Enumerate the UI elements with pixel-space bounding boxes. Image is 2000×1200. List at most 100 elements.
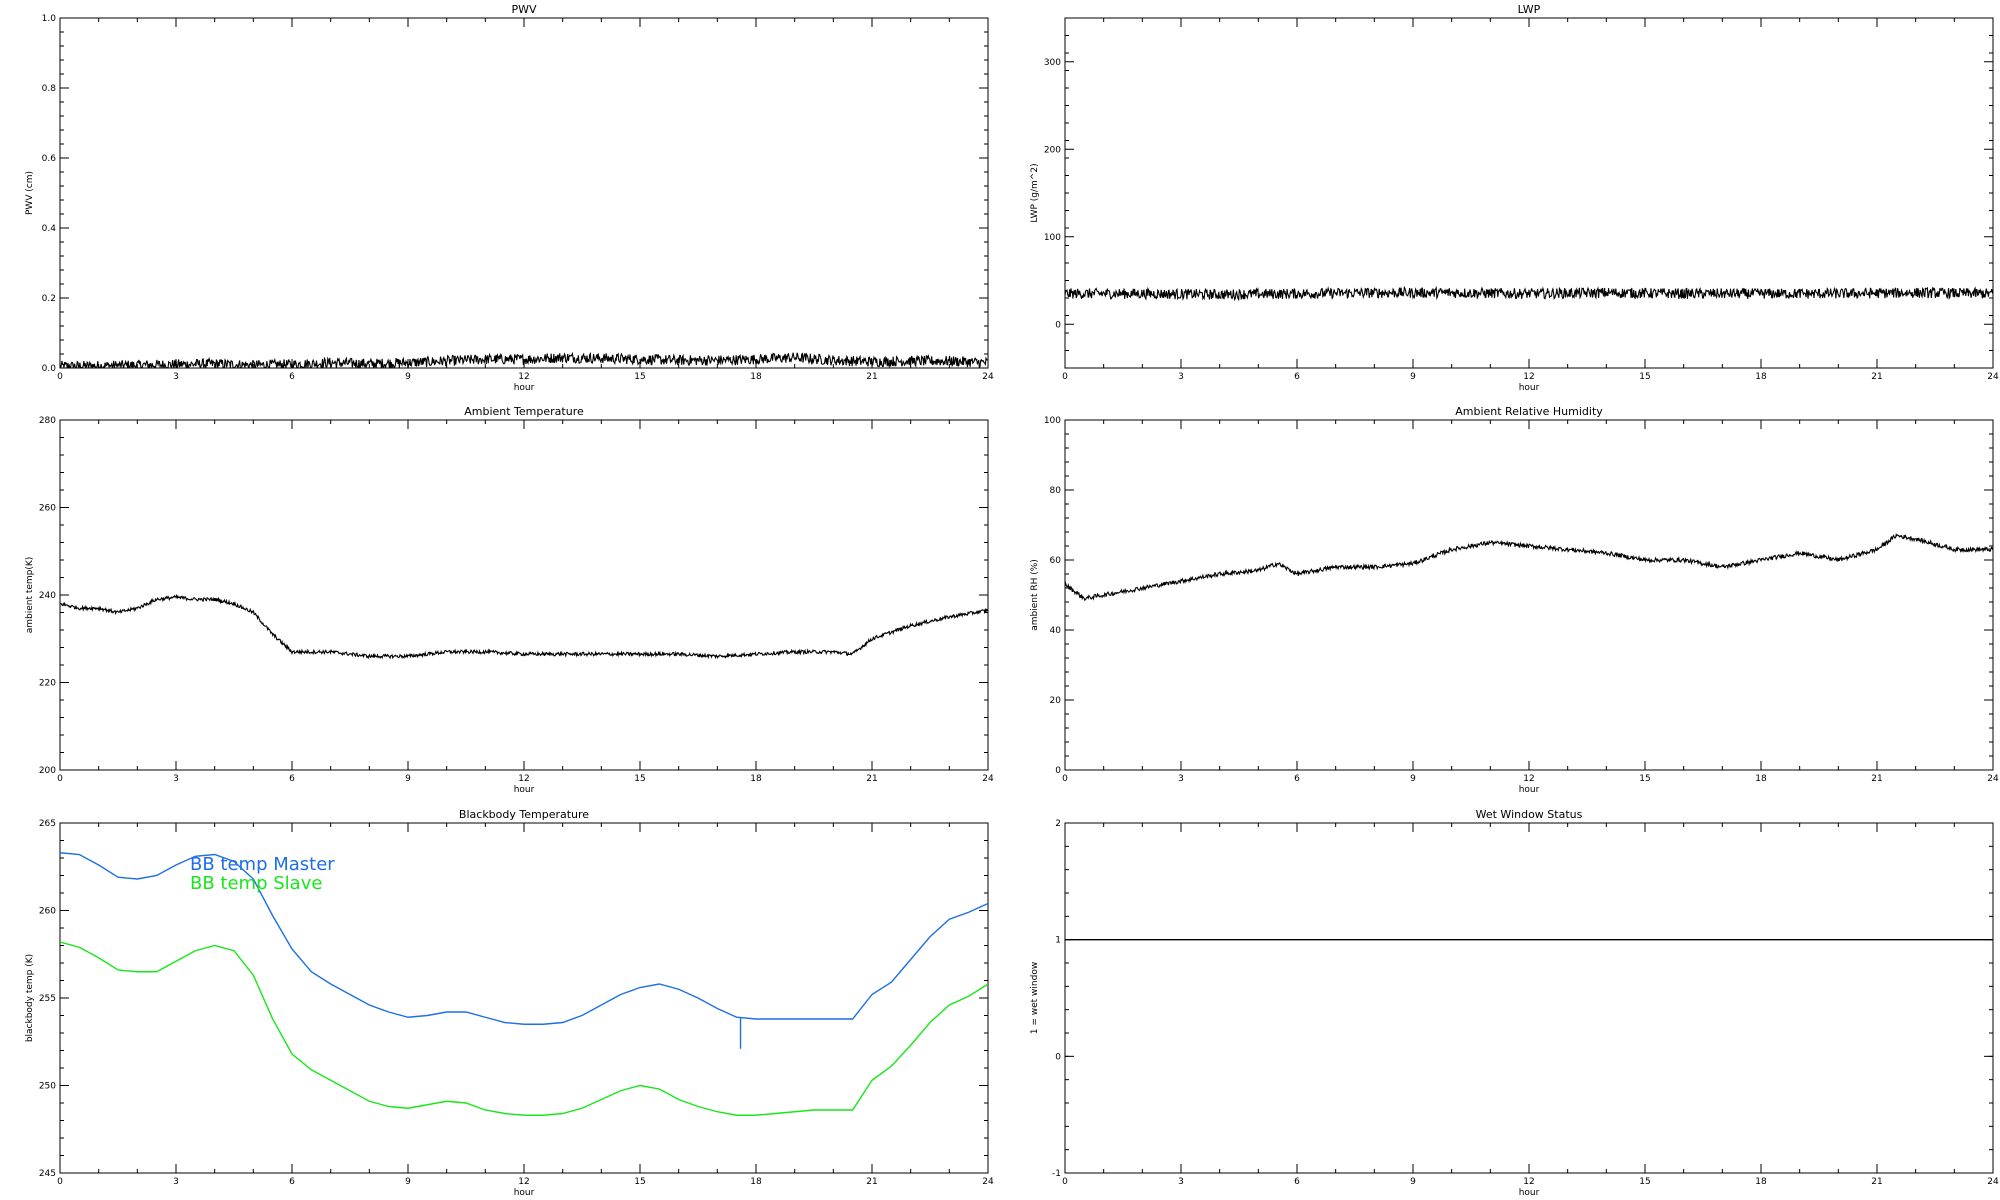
x-tick-label: 21 (1871, 372, 1882, 382)
y-tick-label: 200 (1044, 145, 1061, 155)
y-tick-label: 2 (1055, 819, 1061, 829)
y-tick-label: 20 (1050, 696, 1062, 706)
x-tick-label: 18 (1755, 1177, 1767, 1187)
chart-panel-1: PWV 0 3 6 9 12 15 18 21 24 0.0 0.2 0.4 0.6 0.8 1.0 hour P… (25, 3, 994, 393)
x-axis-label: hour (1519, 785, 1540, 795)
x-tick-label: 6 (1294, 372, 1300, 382)
series-line-1 (1065, 532, 1993, 602)
x-axis-label: hour (1519, 383, 1540, 393)
chart-title: Blackbody Temperature (459, 808, 589, 821)
x-tick-label: 15 (1639, 372, 1650, 382)
x-tick-label: 6 (289, 372, 295, 382)
y-axis-label: blackbody temp (K) (25, 954, 35, 1042)
y-tick-label: 0.6 (42, 154, 57, 164)
x-tick-label: 0 (1062, 1177, 1068, 1187)
x-tick-label: 18 (750, 1177, 762, 1187)
x-tick-label: 24 (1987, 372, 1999, 382)
chart-title: Wet Window Status (1476, 808, 1583, 821)
chart-panel-4: Ambient Relative Humidity 0 3 6 9 12 15 18 21 24 0… (1030, 405, 1999, 795)
x-tick-label: 0 (57, 1177, 63, 1187)
chart-title: PWV (511, 3, 537, 16)
x-tick-label: 3 (173, 372, 179, 382)
chart-title: Ambient Temperature (464, 405, 584, 418)
series-line-1 (60, 852, 988, 1025)
y-tick-label: 255 (39, 994, 56, 1004)
x-tick-label: 0 (57, 774, 63, 784)
y-tick-label: 40 (1050, 626, 1062, 636)
y-tick-label: 80 (1050, 486, 1062, 496)
x-tick-label: 6 (289, 774, 295, 784)
y-tick-label: 260 (39, 907, 56, 917)
x-tick-label: 21 (866, 372, 877, 382)
x-tick-label: 18 (750, 372, 762, 382)
y-axis-label: 1 = wet window (1030, 962, 1040, 1034)
x-tick-label: 12 (1523, 372, 1534, 382)
chart-panel-2: LWP 0 3 6 9 12 15 18 21 24 0 100 200 300 hour LWP (g/m^… (1030, 3, 1999, 393)
x-tick-label: 15 (634, 372, 645, 382)
y-tick-label: 100 (1044, 233, 1061, 243)
x-tick-label: 21 (1871, 1177, 1882, 1187)
y-tick-label: 0.2 (42, 294, 56, 304)
x-tick-label: 0 (1062, 372, 1068, 382)
x-tick-label: 6 (289, 1177, 295, 1187)
x-tick-label: 24 (982, 774, 994, 784)
y-tick-label: 0.4 (42, 224, 57, 234)
x-tick-label: 24 (982, 372, 994, 382)
x-tick-label: 15 (1639, 774, 1650, 784)
y-tick-label: 245 (39, 1169, 56, 1179)
legend-entry: BB temp Master (190, 854, 335, 875)
x-tick-label: 18 (750, 774, 762, 784)
x-tick-label: 24 (982, 1177, 994, 1187)
y-tick-label: 0 (1055, 766, 1061, 776)
x-tick-label: 9 (1410, 1177, 1416, 1187)
chart-title: Ambient Relative Humidity (1455, 405, 1603, 418)
x-axis-label: hour (514, 383, 535, 393)
y-axis-label: PWV (cm) (25, 171, 35, 215)
x-tick-label: 15 (634, 1177, 645, 1187)
x-tick-label: 12 (1523, 774, 1534, 784)
x-tick-label: 9 (405, 774, 411, 784)
x-tick-label: 9 (1410, 372, 1416, 382)
y-tick-label: 280 (39, 416, 56, 426)
y-axis-label: ambient RH (%) (1030, 559, 1040, 631)
y-tick-label: 220 (39, 679, 56, 689)
x-tick-label: 3 (173, 774, 179, 784)
series-line-1 (60, 351, 988, 368)
x-tick-label: 9 (1410, 774, 1416, 784)
y-tick-label: 300 (1044, 58, 1061, 68)
x-tick-label: 3 (173, 1177, 179, 1187)
y-axis-label: LWP (g/m^2) (1030, 163, 1040, 222)
x-tick-label: 3 (1178, 774, 1184, 784)
chart-panel-3: Ambient Temperature 0 3 6 9 12 15 18 21 24 200 220 2… (25, 405, 994, 795)
y-tick-label: 100 (1044, 416, 1061, 426)
x-tick-label: 12 (518, 774, 529, 784)
y-axis-label: ambient temp(K) (25, 557, 35, 634)
chart-title: LWP (1518, 3, 1541, 16)
x-axis-label: hour (514, 785, 535, 795)
y-tick-label: 1 (1055, 936, 1061, 946)
x-tick-label: 9 (405, 372, 411, 382)
x-tick-label: 21 (1871, 774, 1882, 784)
y-tick-label: 0.0 (42, 364, 57, 374)
series-line-1 (1065, 285, 1993, 302)
x-tick-label: 12 (1523, 1177, 1534, 1187)
x-tick-label: 9 (405, 1177, 411, 1187)
y-tick-label: 200 (39, 766, 56, 776)
x-tick-label: 15 (634, 774, 645, 784)
x-tick-label: 6 (1294, 1177, 1300, 1187)
y-tick-label: 260 (39, 504, 56, 514)
legend-entry: BB temp Slave (190, 873, 322, 894)
x-tick-label: 12 (518, 1177, 529, 1187)
y-tick-label: 0 (1055, 320, 1061, 330)
x-tick-label: 24 (1987, 774, 1999, 784)
x-tick-label: 21 (866, 1177, 877, 1187)
x-tick-label: 6 (1294, 774, 1300, 784)
y-tick-label: 240 (39, 591, 56, 601)
y-tick-label: 250 (39, 1082, 56, 1092)
y-tick-label: 1.0 (42, 14, 57, 24)
series-line-2 (60, 941, 988, 1116)
y-tick-label: 0.8 (42, 84, 57, 94)
